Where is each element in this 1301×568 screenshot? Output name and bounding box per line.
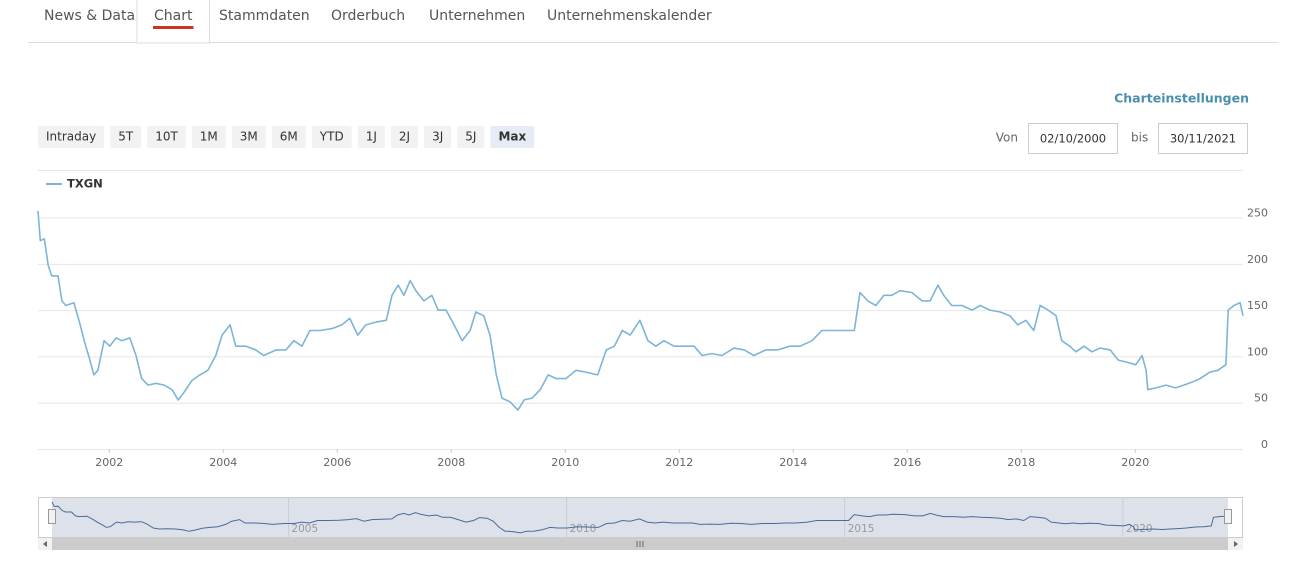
range-button[interactable]: 5T — [118, 130, 134, 144]
range-button[interactable]: 3M — [240, 130, 258, 144]
legend-label[interactable]: TXGN — [67, 177, 103, 191]
y-tick-label: 200 — [1247, 253, 1268, 266]
x-tick-label: 2006 — [323, 456, 351, 469]
scroll-left-arrow[interactable] — [43, 541, 47, 547]
navigator-tick-label: 2010 — [570, 523, 597, 535]
x-tick-label: 2012 — [665, 456, 693, 469]
range-button-bg — [147, 126, 186, 148]
range-button-bg — [311, 126, 352, 148]
y-tick-label: 150 — [1247, 299, 1268, 312]
active-tab-underline — [153, 26, 194, 29]
tab[interactable]: Unternehmenskalender — [547, 8, 712, 24]
range-button-bg — [490, 126, 535, 148]
range-button-bg — [38, 126, 105, 148]
navigator-tick-label: 2015 — [848, 523, 875, 535]
date-to-input[interactable] — [1158, 123, 1248, 154]
navigator-line — [51, 501, 1229, 534]
date-from-input[interactable] — [1028, 123, 1118, 154]
navigator-handle[interactable] — [48, 509, 56, 524]
range-button[interactable]: YTD — [319, 130, 344, 144]
date-to-value: 30/11/2021 — [1170, 132, 1236, 146]
range-button[interactable]: 1J — [366, 130, 377, 144]
x-tick-label: 2008 — [437, 456, 465, 469]
range-button-bg — [457, 126, 485, 148]
range-button-bg — [424, 126, 452, 148]
x-tick-label: 2010 — [551, 456, 579, 469]
date-to-label: bis — [1131, 131, 1148, 145]
range-button[interactable]: Intraday — [46, 130, 96, 144]
date-from-label: Von — [996, 131, 1018, 145]
y-tick-label: 100 — [1247, 345, 1268, 358]
x-tick-label: 2002 — [95, 456, 123, 469]
x-tick-label: 2014 — [779, 456, 807, 469]
navigator-tick-label: 2005 — [291, 523, 318, 535]
settings-link[interactable]: Charteinstellungen — [1114, 91, 1249, 106]
x-tick-label: 2016 — [893, 456, 921, 469]
tab[interactable]: News & Data — [44, 8, 135, 24]
range-button[interactable]: 1M — [200, 130, 218, 144]
y-tick-label: 250 — [1247, 207, 1268, 220]
range-button-bg — [231, 126, 266, 148]
range-button[interactable]: Max — [498, 130, 526, 144]
tab[interactable]: Unternehmen — [429, 8, 525, 24]
scroll-right-arrow[interactable] — [1234, 541, 1238, 547]
range-button[interactable]: 10T — [155, 130, 178, 144]
navigator-handle[interactable] — [1224, 509, 1232, 524]
x-tick-label: 2004 — [209, 456, 237, 469]
range-button-bg — [357, 126, 385, 148]
y-tick-label: 0 — [1261, 438, 1268, 451]
range-button[interactable]: 3J — [432, 130, 443, 144]
x-tick-label: 2020 — [1121, 456, 1149, 469]
range-button-bg — [191, 126, 226, 148]
range-button-bg — [110, 126, 142, 148]
date-from-value: 02/10/2000 — [1040, 132, 1106, 146]
tab[interactable]: Orderbuch — [331, 8, 405, 24]
range-button[interactable]: 5J — [465, 130, 476, 144]
x-tick-label: 2018 — [1007, 456, 1035, 469]
y-tick-label: 50 — [1254, 392, 1268, 405]
navigator-selection[interactable] — [52, 498, 1228, 537]
price-line — [37, 210, 1244, 411]
range-button-bg — [271, 126, 306, 148]
active-tab — [136, 0, 210, 44]
range-button[interactable]: 6M — [280, 130, 298, 144]
range-button-bg — [390, 126, 419, 148]
tab[interactable]: Stammdaten — [219, 8, 310, 24]
tab[interactable]: Chart — [154, 8, 193, 24]
range-button[interactable]: 2J — [399, 130, 410, 144]
